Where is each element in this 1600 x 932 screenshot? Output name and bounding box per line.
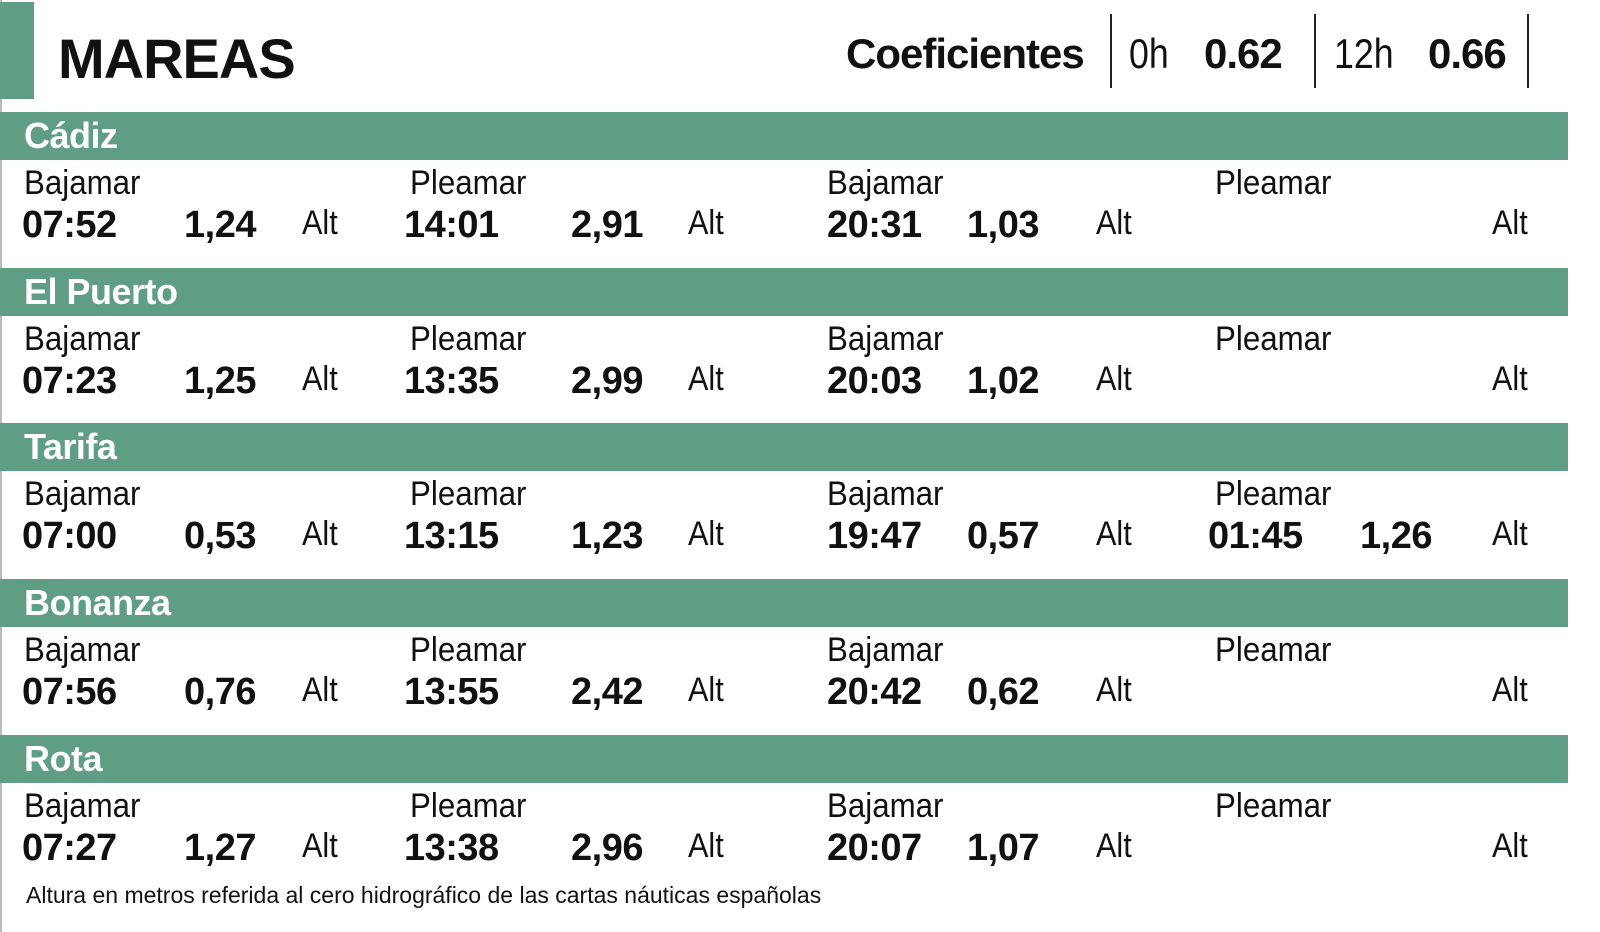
- tide-type: Pleamar: [1215, 164, 1332, 202]
- tide-type: Bajamar: [24, 787, 141, 825]
- station-header: Bonanza: [0, 579, 1568, 627]
- tide-time: 07:56: [22, 671, 117, 713]
- divider: [1110, 14, 1112, 88]
- tide-height: 1,27: [184, 827, 256, 869]
- station-header: Rota: [0, 735, 1568, 783]
- coefficient-hour: 0h: [1129, 30, 1169, 77]
- alt-label: Alt: [688, 360, 724, 398]
- tide-type: Pleamar: [1215, 320, 1332, 358]
- tide-type: Bajamar: [827, 164, 944, 202]
- alt-label: Alt: [1492, 204, 1528, 242]
- tide-time: 20:07: [827, 827, 922, 869]
- title-accent-bar: [0, 2, 34, 99]
- alt-label: Alt: [688, 515, 724, 553]
- tide-type: Pleamar: [410, 320, 527, 358]
- divider: [1314, 14, 1316, 88]
- tide-type: Bajamar: [24, 631, 141, 669]
- tide-type: Pleamar: [1215, 787, 1332, 825]
- station-name: Rota: [24, 738, 103, 779]
- station-header: El Puerto: [0, 268, 1568, 316]
- alt-label: Alt: [1096, 671, 1132, 709]
- alt-label: Alt: [1492, 671, 1528, 709]
- alt-label: Alt: [1096, 204, 1132, 242]
- tide-height: 1,25: [184, 360, 256, 402]
- alt-label: Alt: [1492, 827, 1528, 865]
- tide-height: 2,91: [571, 204, 643, 246]
- tide-time: 14:01: [404, 204, 499, 246]
- tide-time: 20:31: [827, 204, 922, 246]
- tide-height: 2,96: [571, 827, 643, 869]
- tide-type: Pleamar: [1215, 631, 1332, 669]
- tide-type: Bajamar: [24, 164, 141, 202]
- alt-label: Alt: [688, 671, 724, 709]
- tide-type: Bajamar: [827, 631, 944, 669]
- coefficients-label: Coeficientes: [846, 30, 1085, 77]
- tide-type: Bajamar: [827, 475, 944, 513]
- alt-label: Alt: [1096, 515, 1132, 553]
- divider: [1527, 14, 1529, 88]
- tide-type: Bajamar: [827, 787, 944, 825]
- tide-type: Bajamar: [24, 320, 141, 358]
- tide-type: Pleamar: [410, 475, 527, 513]
- alt-label: Alt: [1096, 360, 1132, 398]
- tide-time: 07:52: [22, 204, 117, 246]
- alt-label: Alt: [302, 671, 338, 709]
- alt-label: Alt: [302, 204, 338, 242]
- alt-label: Alt: [688, 204, 724, 242]
- alt-label: Alt: [302, 515, 338, 553]
- tide-height: 0,57: [967, 515, 1039, 557]
- tide-time: 13:38: [404, 827, 499, 869]
- tide-time: 20:03: [827, 360, 922, 402]
- footnote: Altura en metros referida al cero hidrog…: [26, 882, 822, 908]
- tide-height: 1,07: [967, 827, 1039, 869]
- tide-time: 13:55: [404, 671, 499, 713]
- tide-time: 01:45: [1208, 515, 1303, 557]
- tide-time: 19:47: [827, 515, 922, 557]
- page-title: MAREAS: [58, 27, 296, 90]
- tide-type: Pleamar: [410, 631, 527, 669]
- alt-label: Alt: [1096, 827, 1132, 865]
- station-name: Bonanza: [24, 582, 171, 623]
- coefficient-value: 0.62: [1204, 30, 1283, 77]
- alt-label: Alt: [302, 827, 338, 865]
- alt-label: Alt: [302, 360, 338, 398]
- alt-label: Alt: [1492, 360, 1528, 398]
- alt-label: Alt: [1492, 515, 1528, 553]
- tide-time: 07:23: [22, 360, 117, 402]
- tide-type: Pleamar: [1215, 475, 1332, 513]
- tide-height: 2,99: [571, 360, 643, 402]
- station-name: Tarifa: [24, 426, 117, 467]
- tide-height: 1,02: [967, 360, 1039, 402]
- tide-type: Pleamar: [410, 164, 527, 202]
- station-name: Cádiz: [24, 115, 118, 156]
- station-header: Cádiz: [0, 112, 1568, 160]
- alt-label: Alt: [688, 827, 724, 865]
- tide-time: 07:27: [22, 827, 117, 869]
- tide-height: 1,23: [571, 515, 643, 557]
- tide-type: Bajamar: [24, 475, 141, 513]
- tide-type: Bajamar: [827, 320, 944, 358]
- coefficient-value: 0.66: [1428, 30, 1507, 77]
- tide-height: 0,76: [184, 671, 256, 713]
- tide-height: 0,53: [184, 515, 256, 557]
- tide-time: 13:15: [404, 515, 499, 557]
- station-header: Tarifa: [0, 423, 1568, 471]
- tide-time: 13:35: [404, 360, 499, 402]
- station-name: El Puerto: [24, 271, 178, 312]
- coefficient-hour: 12h: [1334, 30, 1394, 77]
- tide-height: 1,24: [184, 204, 256, 246]
- tide-height: 1,03: [967, 204, 1039, 246]
- tide-height: 0,62: [967, 671, 1039, 713]
- tide-time: 07:00: [22, 515, 117, 557]
- tide-height: 2,42: [571, 671, 643, 713]
- tide-time: 20:42: [827, 671, 922, 713]
- tide-height: 1,26: [1360, 515, 1432, 557]
- tide-type: Pleamar: [410, 787, 527, 825]
